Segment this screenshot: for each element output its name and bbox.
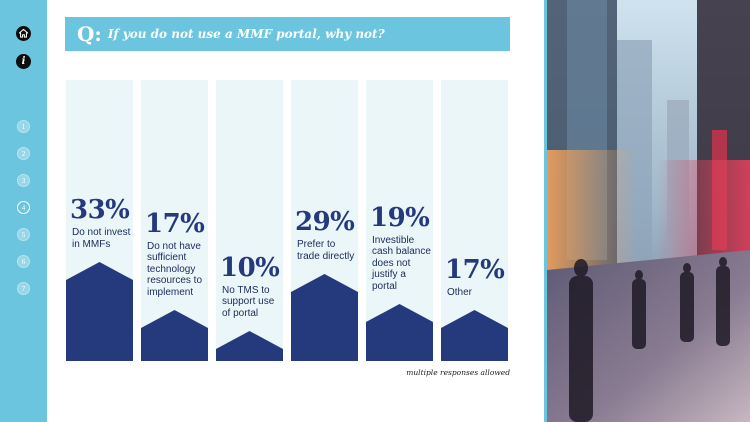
category-label-line: portal bbox=[372, 280, 398, 292]
home-icon-glyph bbox=[18, 28, 29, 38]
question-label: Q: bbox=[77, 22, 102, 46]
info-icon[interactable]: i bbox=[16, 54, 31, 69]
category-label-line: Prefer to bbox=[297, 239, 336, 250]
bar-1 bbox=[141, 310, 208, 361]
footnote: multiple responses allowed bbox=[406, 368, 510, 377]
category-label-5: Other bbox=[447, 287, 472, 299]
category-label-line: support use bbox=[222, 296, 275, 307]
category-label-line: sufficient bbox=[147, 252, 187, 263]
bar-5 bbox=[441, 310, 508, 361]
nav-dot-1[interactable]: 1 bbox=[17, 120, 30, 133]
category-label-0: Do not invest in MMFs bbox=[72, 227, 130, 250]
category-label-2: No TMS to support use of portal bbox=[222, 285, 274, 320]
nav-dot-3[interactable]: 3 bbox=[17, 174, 30, 187]
home-icon[interactable] bbox=[16, 26, 31, 41]
category-label-line: cash balance bbox=[372, 246, 431, 257]
city-street-photo bbox=[547, 0, 750, 422]
category-label-line: technology bbox=[147, 263, 196, 275]
nav-dot-5[interactable]: 5 bbox=[17, 228, 30, 241]
left-nav-rail: i 1 2 3 4 5 6 7 bbox=[0, 0, 47, 422]
value-label-0: 33% bbox=[70, 195, 130, 225]
value-label-1: 17% bbox=[145, 208, 205, 239]
photo-divider bbox=[544, 0, 547, 422]
nav-dot-7[interactable]: 7 bbox=[17, 282, 30, 295]
bar-2 bbox=[216, 331, 283, 361]
value-label-5: 17% bbox=[445, 254, 505, 285]
category-label-3: Prefer to trade directly bbox=[297, 239, 354, 262]
question-header: Q: If you do not use a MMF portal, why n… bbox=[65, 17, 510, 51]
category-label-line: Investible bbox=[372, 234, 415, 246]
category-label-line: Do not invest bbox=[72, 227, 131, 238]
nav-dot-4[interactable]: 4 bbox=[17, 201, 30, 214]
category-label-line: trade directly bbox=[297, 250, 355, 262]
category-label-line: of portal bbox=[222, 307, 259, 319]
nav-dot-2[interactable]: 2 bbox=[17, 147, 30, 160]
value-label-3: 29% bbox=[295, 207, 355, 237]
category-label-1: Do not have sufficient technology resources… bbox=[147, 241, 202, 299]
bar-0 bbox=[66, 262, 133, 361]
info-icon-glyph: i bbox=[21, 56, 26, 67]
bar-4 bbox=[366, 304, 433, 361]
category-label-line: resources to bbox=[147, 275, 203, 286]
value-label-4: 19% bbox=[370, 202, 430, 233]
bar-3 bbox=[291, 274, 358, 361]
category-label-line: does not bbox=[372, 257, 411, 269]
nav-dot-6[interactable]: 6 bbox=[17, 255, 30, 268]
value-label-2: 10% bbox=[220, 252, 280, 283]
category-label-line: Other bbox=[447, 286, 473, 298]
column-bg-2 bbox=[216, 80, 283, 361]
question-title: If you do not use a MMF portal, why not? bbox=[107, 27, 385, 41]
category-label-line: Do not have bbox=[147, 240, 201, 252]
category-label-line: in MMFs bbox=[72, 238, 111, 250]
category-label-line: justify a bbox=[372, 269, 406, 280]
category-label-line: No TMS to bbox=[222, 284, 270, 296]
category-label-line: implement bbox=[147, 286, 194, 298]
